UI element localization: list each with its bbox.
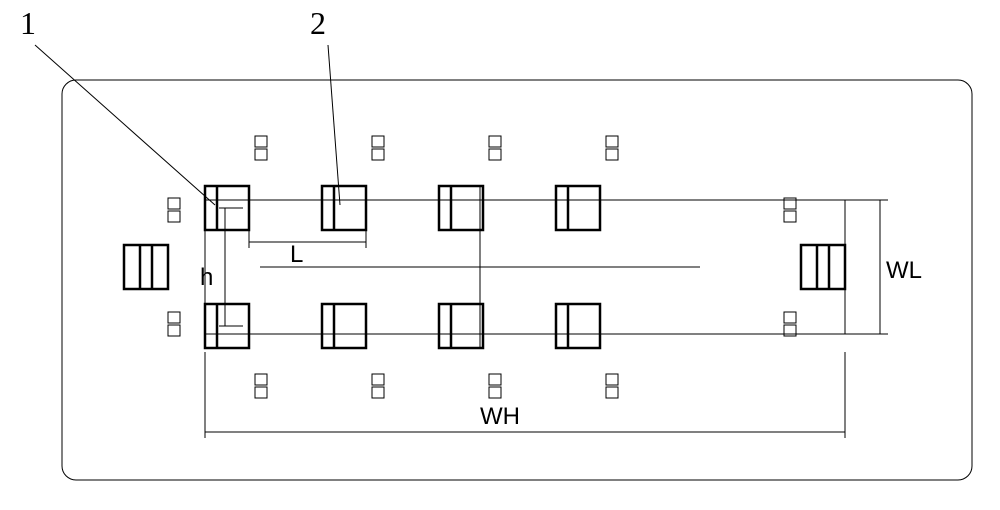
- ref-label-2: 2: [310, 5, 326, 41]
- clamp: [322, 186, 366, 230]
- small-mark: [489, 374, 501, 398]
- diagram: Lh WL WH 1 2: [0, 0, 1000, 510]
- dim-WH-label: WH: [480, 403, 520, 430]
- small-mark: [606, 136, 618, 160]
- small-mark: [255, 136, 267, 160]
- small-mark: [168, 312, 180, 336]
- leader-2: [328, 45, 340, 205]
- clamp: [556, 186, 600, 230]
- clamp: [124, 245, 168, 289]
- dim-L-label: L: [290, 241, 303, 268]
- dim-h-label: h: [200, 264, 213, 291]
- clamp: [801, 245, 845, 289]
- small-mark: [168, 198, 180, 222]
- small-mark: [372, 136, 384, 160]
- small-mark: [784, 312, 796, 336]
- small-mark: [255, 374, 267, 398]
- clamp: [439, 186, 483, 230]
- ref-label-1: 1: [20, 5, 36, 41]
- clamp: [556, 304, 600, 348]
- clamp: [439, 304, 483, 348]
- dim-WL-label: WL: [886, 257, 922, 284]
- small-mark: [489, 136, 501, 160]
- small-mark: [606, 374, 618, 398]
- clamp: [322, 304, 366, 348]
- small-mark: [372, 374, 384, 398]
- small-mark: [784, 198, 796, 222]
